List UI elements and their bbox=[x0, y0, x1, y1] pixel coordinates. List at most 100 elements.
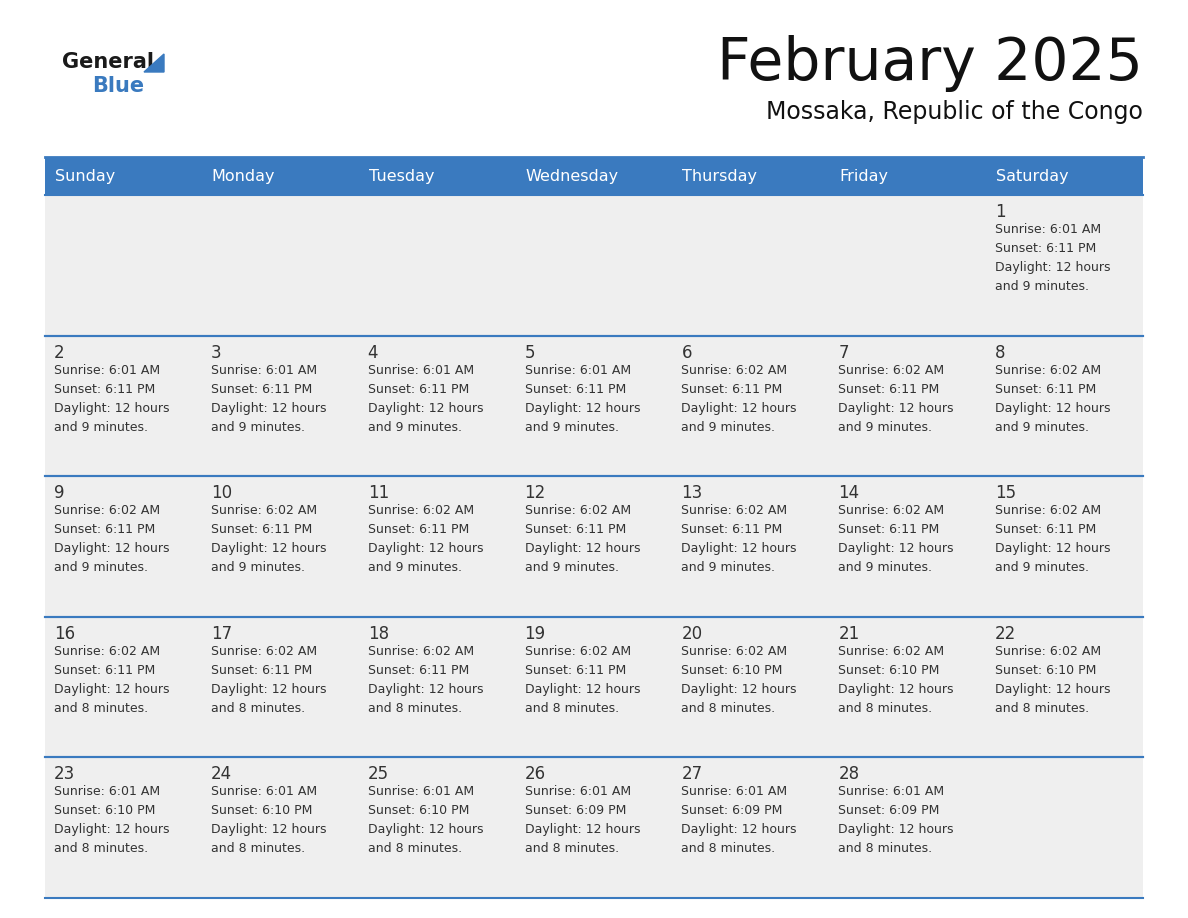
Bar bbox=[516, 617, 672, 757]
Text: 8: 8 bbox=[996, 343, 1006, 362]
Text: Blue: Blue bbox=[91, 76, 144, 96]
Text: Sunrise: 6:01 AM
Sunset: 6:10 PM
Daylight: 12 hours
and 8 minutes.: Sunrise: 6:01 AM Sunset: 6:10 PM Dayligh… bbox=[53, 786, 170, 856]
Bar bbox=[202, 476, 359, 617]
Text: Sunrise: 6:01 AM
Sunset: 6:09 PM
Daylight: 12 hours
and 8 minutes.: Sunrise: 6:01 AM Sunset: 6:09 PM Dayligh… bbox=[839, 786, 954, 856]
Bar bbox=[986, 476, 1143, 617]
Text: Sunrise: 6:01 AM
Sunset: 6:09 PM
Daylight: 12 hours
and 8 minutes.: Sunrise: 6:01 AM Sunset: 6:09 PM Dayligh… bbox=[525, 786, 640, 856]
Polygon shape bbox=[144, 54, 164, 72]
Bar bbox=[45, 336, 202, 476]
Text: Sunrise: 6:02 AM
Sunset: 6:11 PM
Daylight: 12 hours
and 9 minutes.: Sunrise: 6:02 AM Sunset: 6:11 PM Dayligh… bbox=[682, 364, 797, 433]
Text: Sunrise: 6:01 AM
Sunset: 6:10 PM
Daylight: 12 hours
and 8 minutes.: Sunrise: 6:01 AM Sunset: 6:10 PM Dayligh… bbox=[210, 786, 327, 856]
Bar bbox=[359, 617, 516, 757]
Bar bbox=[202, 336, 359, 476]
Bar bbox=[202, 757, 359, 898]
Text: 4: 4 bbox=[368, 343, 378, 362]
Text: 22: 22 bbox=[996, 625, 1017, 643]
Bar bbox=[672, 195, 829, 336]
Text: Saturday: Saturday bbox=[997, 169, 1069, 184]
Text: Sunrise: 6:01 AM
Sunset: 6:11 PM
Daylight: 12 hours
and 9 minutes.: Sunrise: 6:01 AM Sunset: 6:11 PM Dayligh… bbox=[525, 364, 640, 433]
Text: Sunrise: 6:02 AM
Sunset: 6:11 PM
Daylight: 12 hours
and 9 minutes.: Sunrise: 6:02 AM Sunset: 6:11 PM Dayligh… bbox=[682, 504, 797, 574]
Text: Monday: Monday bbox=[211, 169, 276, 184]
Bar bbox=[516, 336, 672, 476]
Text: 13: 13 bbox=[682, 484, 702, 502]
Bar bbox=[359, 336, 516, 476]
Bar bbox=[45, 195, 202, 336]
Text: Mossaka, Republic of the Congo: Mossaka, Republic of the Congo bbox=[766, 100, 1143, 124]
Text: 24: 24 bbox=[210, 766, 232, 783]
Text: Sunrise: 6:01 AM
Sunset: 6:11 PM
Daylight: 12 hours
and 9 minutes.: Sunrise: 6:01 AM Sunset: 6:11 PM Dayligh… bbox=[53, 364, 170, 433]
Bar bbox=[45, 757, 202, 898]
Bar bbox=[829, 195, 986, 336]
Bar bbox=[516, 476, 672, 617]
Text: Sunrise: 6:01 AM
Sunset: 6:11 PM
Daylight: 12 hours
and 9 minutes.: Sunrise: 6:01 AM Sunset: 6:11 PM Dayligh… bbox=[368, 364, 484, 433]
Bar bbox=[986, 757, 1143, 898]
Text: Sunrise: 6:02 AM
Sunset: 6:11 PM
Daylight: 12 hours
and 9 minutes.: Sunrise: 6:02 AM Sunset: 6:11 PM Dayligh… bbox=[525, 504, 640, 574]
Bar bbox=[672, 336, 829, 476]
Text: Sunrise: 6:02 AM
Sunset: 6:11 PM
Daylight: 12 hours
and 8 minutes.: Sunrise: 6:02 AM Sunset: 6:11 PM Dayligh… bbox=[53, 644, 170, 715]
Text: Sunday: Sunday bbox=[55, 169, 115, 184]
Text: Sunrise: 6:01 AM
Sunset: 6:09 PM
Daylight: 12 hours
and 8 minutes.: Sunrise: 6:01 AM Sunset: 6:09 PM Dayligh… bbox=[682, 786, 797, 856]
Bar bbox=[45, 476, 202, 617]
Text: 9: 9 bbox=[53, 484, 64, 502]
Text: Sunrise: 6:02 AM
Sunset: 6:10 PM
Daylight: 12 hours
and 8 minutes.: Sunrise: 6:02 AM Sunset: 6:10 PM Dayligh… bbox=[682, 644, 797, 715]
Text: Sunrise: 6:02 AM
Sunset: 6:10 PM
Daylight: 12 hours
and 8 minutes.: Sunrise: 6:02 AM Sunset: 6:10 PM Dayligh… bbox=[996, 644, 1111, 715]
Text: 1: 1 bbox=[996, 203, 1006, 221]
Text: Sunrise: 6:02 AM
Sunset: 6:11 PM
Daylight: 12 hours
and 9 minutes.: Sunrise: 6:02 AM Sunset: 6:11 PM Dayligh… bbox=[839, 364, 954, 433]
Text: Sunrise: 6:02 AM
Sunset: 6:11 PM
Daylight: 12 hours
and 9 minutes.: Sunrise: 6:02 AM Sunset: 6:11 PM Dayligh… bbox=[210, 504, 327, 574]
Text: 14: 14 bbox=[839, 484, 859, 502]
Text: Sunrise: 6:02 AM
Sunset: 6:11 PM
Daylight: 12 hours
and 9 minutes.: Sunrise: 6:02 AM Sunset: 6:11 PM Dayligh… bbox=[368, 504, 484, 574]
Bar bbox=[672, 757, 829, 898]
Bar bbox=[45, 157, 1143, 195]
Bar bbox=[672, 617, 829, 757]
Bar bbox=[986, 195, 1143, 336]
Bar bbox=[359, 476, 516, 617]
Text: 21: 21 bbox=[839, 625, 860, 643]
Text: 11: 11 bbox=[368, 484, 388, 502]
Text: 27: 27 bbox=[682, 766, 702, 783]
Text: 10: 10 bbox=[210, 484, 232, 502]
Bar bbox=[829, 476, 986, 617]
Bar bbox=[986, 336, 1143, 476]
Bar bbox=[829, 617, 986, 757]
Text: Sunrise: 6:01 AM
Sunset: 6:11 PM
Daylight: 12 hours
and 9 minutes.: Sunrise: 6:01 AM Sunset: 6:11 PM Dayligh… bbox=[210, 364, 327, 433]
Text: 2: 2 bbox=[53, 343, 64, 362]
Text: Thursday: Thursday bbox=[682, 169, 758, 184]
Bar bbox=[45, 617, 202, 757]
Bar bbox=[516, 195, 672, 336]
Bar bbox=[202, 195, 359, 336]
Text: 15: 15 bbox=[996, 484, 1016, 502]
Text: 20: 20 bbox=[682, 625, 702, 643]
Bar bbox=[829, 336, 986, 476]
Text: Sunrise: 6:01 AM
Sunset: 6:10 PM
Daylight: 12 hours
and 8 minutes.: Sunrise: 6:01 AM Sunset: 6:10 PM Dayligh… bbox=[368, 786, 484, 856]
Text: 3: 3 bbox=[210, 343, 221, 362]
Text: 6: 6 bbox=[682, 343, 691, 362]
Bar bbox=[986, 617, 1143, 757]
Text: General: General bbox=[62, 52, 154, 72]
Text: Sunrise: 6:02 AM
Sunset: 6:11 PM
Daylight: 12 hours
and 8 minutes.: Sunrise: 6:02 AM Sunset: 6:11 PM Dayligh… bbox=[210, 644, 327, 715]
Text: Sunrise: 6:02 AM
Sunset: 6:11 PM
Daylight: 12 hours
and 8 minutes.: Sunrise: 6:02 AM Sunset: 6:11 PM Dayligh… bbox=[368, 644, 484, 715]
Text: Tuesday: Tuesday bbox=[368, 169, 435, 184]
Bar bbox=[359, 757, 516, 898]
Text: 23: 23 bbox=[53, 766, 75, 783]
Bar bbox=[672, 476, 829, 617]
Text: February 2025: February 2025 bbox=[718, 35, 1143, 92]
Text: Sunrise: 6:02 AM
Sunset: 6:11 PM
Daylight: 12 hours
and 9 minutes.: Sunrise: 6:02 AM Sunset: 6:11 PM Dayligh… bbox=[996, 364, 1111, 433]
Text: Wednesday: Wednesday bbox=[525, 169, 619, 184]
Text: 28: 28 bbox=[839, 766, 859, 783]
Bar bbox=[202, 617, 359, 757]
Text: 17: 17 bbox=[210, 625, 232, 643]
Text: 12: 12 bbox=[525, 484, 545, 502]
Text: Friday: Friday bbox=[839, 169, 889, 184]
Bar bbox=[829, 757, 986, 898]
Bar bbox=[516, 757, 672, 898]
Text: 18: 18 bbox=[368, 625, 388, 643]
Text: Sunrise: 6:01 AM
Sunset: 6:11 PM
Daylight: 12 hours
and 9 minutes.: Sunrise: 6:01 AM Sunset: 6:11 PM Dayligh… bbox=[996, 223, 1111, 293]
Text: Sunrise: 6:02 AM
Sunset: 6:11 PM
Daylight: 12 hours
and 9 minutes.: Sunrise: 6:02 AM Sunset: 6:11 PM Dayligh… bbox=[53, 504, 170, 574]
Text: Sunrise: 6:02 AM
Sunset: 6:11 PM
Daylight: 12 hours
and 8 minutes.: Sunrise: 6:02 AM Sunset: 6:11 PM Dayligh… bbox=[525, 644, 640, 715]
Text: 7: 7 bbox=[839, 343, 848, 362]
Text: Sunrise: 6:02 AM
Sunset: 6:10 PM
Daylight: 12 hours
and 8 minutes.: Sunrise: 6:02 AM Sunset: 6:10 PM Dayligh… bbox=[839, 644, 954, 715]
Text: Sunrise: 6:02 AM
Sunset: 6:11 PM
Daylight: 12 hours
and 9 minutes.: Sunrise: 6:02 AM Sunset: 6:11 PM Dayligh… bbox=[996, 504, 1111, 574]
Text: 16: 16 bbox=[53, 625, 75, 643]
Text: Sunrise: 6:02 AM
Sunset: 6:11 PM
Daylight: 12 hours
and 9 minutes.: Sunrise: 6:02 AM Sunset: 6:11 PM Dayligh… bbox=[839, 504, 954, 574]
Text: 26: 26 bbox=[525, 766, 545, 783]
